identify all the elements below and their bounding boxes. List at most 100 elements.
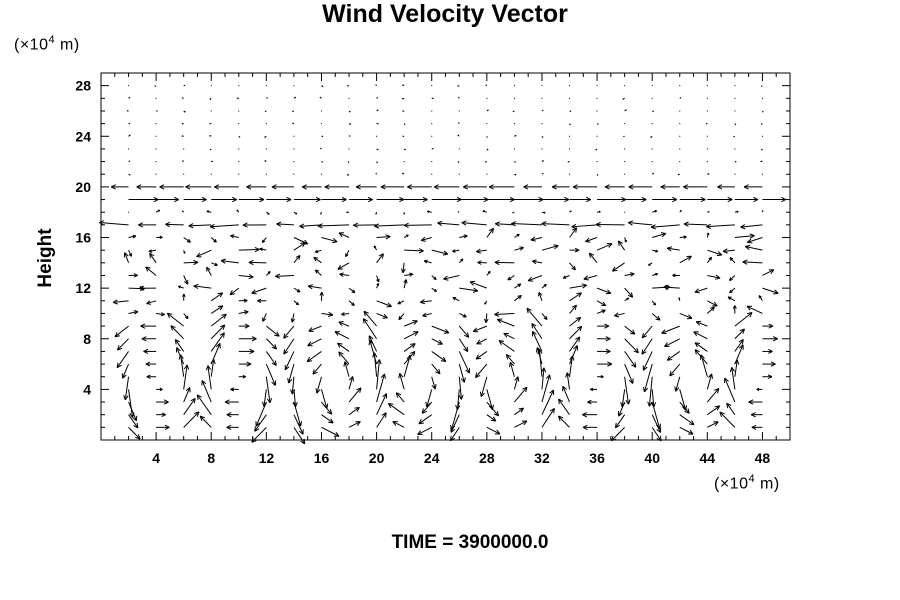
wind-vector-dot xyxy=(458,173,460,175)
wind-vector xyxy=(209,122,212,125)
wind-vector-shaft xyxy=(337,342,350,352)
wind-vector xyxy=(293,173,295,175)
wind-vector-shaft xyxy=(458,338,469,352)
wind-vector xyxy=(706,306,715,314)
wind-vector-head xyxy=(290,318,293,323)
wind-vector-head xyxy=(509,199,515,203)
wind-vector xyxy=(734,233,755,239)
wind-vector-shaft xyxy=(210,305,224,314)
wind-vector-shaft xyxy=(729,257,736,264)
wind-vector-dot xyxy=(155,161,157,163)
wind-vector-head xyxy=(332,238,338,243)
wind-vector-shaft xyxy=(145,266,157,276)
wind-vector xyxy=(265,148,267,150)
wind-vector-head xyxy=(418,422,424,425)
wind-vector xyxy=(641,325,653,339)
wind-vector xyxy=(541,313,548,320)
wind-vector-head xyxy=(332,241,338,244)
wind-vector xyxy=(183,110,186,113)
wind-vector-head xyxy=(407,184,413,188)
wind-vector-head xyxy=(188,225,194,229)
wind-vector-shaft xyxy=(514,295,522,302)
wind-vector-head xyxy=(656,437,662,442)
wind-vector-shaft xyxy=(348,421,361,428)
wind-vector-head xyxy=(710,257,712,261)
wind-vector xyxy=(540,367,547,390)
wind-vector xyxy=(620,389,626,408)
wind-vector-head xyxy=(666,355,671,361)
wind-vector xyxy=(494,259,515,266)
wind-vector-shaft xyxy=(624,273,635,276)
wind-vector xyxy=(238,273,254,280)
wind-vector xyxy=(259,247,267,252)
wind-vector-head xyxy=(751,424,757,428)
wind-vector-head xyxy=(220,260,226,264)
wind-vector-head xyxy=(161,312,165,316)
wind-vector xyxy=(210,173,212,175)
wind-vector-head xyxy=(271,362,277,366)
wind-vector-head xyxy=(248,276,254,280)
wind-vector-shaft xyxy=(293,287,301,293)
wind-vector-head xyxy=(259,196,265,201)
wind-vector xyxy=(403,279,408,289)
wind-vector-shaft xyxy=(473,325,488,332)
wind-vector-head xyxy=(317,223,323,227)
wind-vector xyxy=(569,336,581,352)
wind-vector-head xyxy=(683,186,689,190)
wind-vector xyxy=(624,123,626,125)
wind-vector xyxy=(672,273,680,278)
wind-vector xyxy=(185,184,212,190)
wind-vector-head xyxy=(382,393,387,398)
wind-vector xyxy=(175,347,185,365)
wind-vector xyxy=(376,135,378,137)
wind-vector-shaft xyxy=(291,376,295,395)
wind-vector xyxy=(321,414,334,424)
wind-vector xyxy=(486,426,501,435)
wind-vector-dot xyxy=(513,85,515,87)
wind-vector-head xyxy=(341,312,345,315)
wind-vector xyxy=(339,272,350,277)
wind-vector xyxy=(320,147,322,150)
wind-vector xyxy=(679,426,694,435)
wind-vector-head xyxy=(378,359,382,365)
wind-vector xyxy=(293,85,295,87)
wind-vector xyxy=(485,84,488,87)
wind-vector xyxy=(348,421,361,428)
wind-vector xyxy=(376,393,388,415)
wind-vector-shaft xyxy=(403,351,416,365)
wind-vector xyxy=(569,85,571,87)
wind-vector xyxy=(321,196,347,203)
wind-vector-head xyxy=(141,336,147,340)
wind-vector xyxy=(431,325,450,334)
wind-vector-shaft xyxy=(265,351,277,366)
wind-vector xyxy=(128,173,131,176)
wind-vector-head xyxy=(517,233,520,237)
wind-vector-shaft xyxy=(641,338,653,355)
wind-vector xyxy=(486,389,494,410)
wind-vector-head xyxy=(768,325,774,329)
wind-vector-dot xyxy=(155,173,157,175)
wind-vector-head xyxy=(261,239,264,243)
wind-vector-head xyxy=(158,209,161,212)
wind-vector xyxy=(514,407,525,416)
wind-vector-shaft xyxy=(196,249,212,258)
wind-vector-head xyxy=(768,323,774,327)
wind-vector-head xyxy=(183,364,188,370)
wind-vector-head xyxy=(116,364,122,369)
wind-vector-head xyxy=(742,328,745,334)
wind-vector-head xyxy=(307,284,313,287)
wind-vector-shaft xyxy=(541,374,551,403)
wind-vector-head xyxy=(621,402,626,408)
wind-vector-head xyxy=(672,273,676,276)
wind-vector-shaft xyxy=(114,325,129,338)
wind-vector-shaft xyxy=(348,387,362,403)
wind-vector xyxy=(210,358,216,377)
wind-vector xyxy=(159,184,184,190)
wind-vector-head xyxy=(368,335,374,340)
wind-vector-head xyxy=(644,387,649,393)
wind-vector-head xyxy=(214,186,220,190)
wind-vector-dot xyxy=(596,85,598,87)
wind-vector-shaft xyxy=(683,223,708,226)
wind-vector xyxy=(726,402,736,415)
wind-vector xyxy=(541,211,546,214)
